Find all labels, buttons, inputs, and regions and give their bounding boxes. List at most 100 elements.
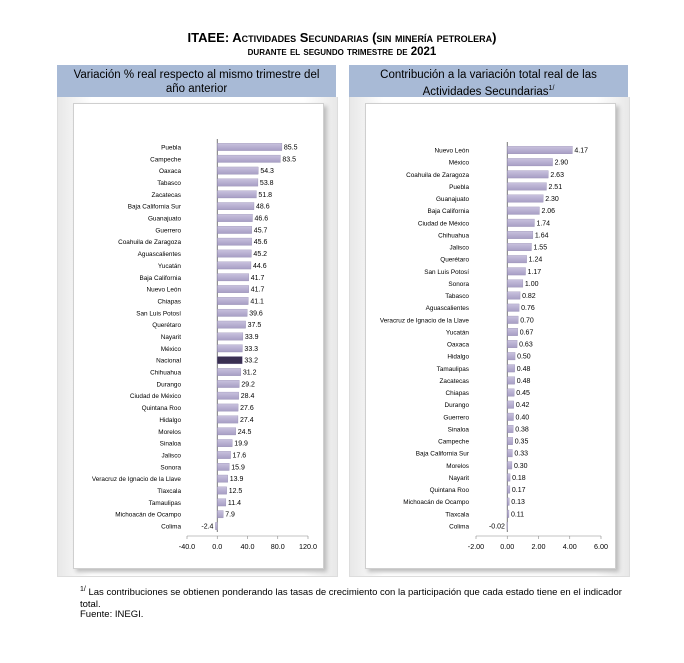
category-label: Sinaloa [160,441,182,448]
category-label: Durango [156,381,181,388]
category-label: Yucatán [446,329,470,336]
category-label: Yucatán [158,263,182,270]
value-label: 53.8 [260,180,274,187]
value-label: 2.06 [541,208,555,215]
footnote-text: Las contribuciones se obtienen ponderand… [80,587,622,611]
value-label: 2.51 [548,184,562,191]
bar-aguascalientes [217,249,252,258]
bar-veracruz-de-ignacio-de-la-llave [507,315,519,324]
category-label: Ciudad de México [418,220,470,227]
bar-tlaxcala [507,509,510,518]
category-label: Quintana Roo [142,405,182,412]
value-label: 45.7 [254,227,268,234]
category-label: Quintana Roo [430,487,470,494]
value-label: 17.6 [233,452,247,459]
left-chart-frame: Puebla 85.5 Campeche 83.5 Oaxaca 54.3 Tabasco 5… [73,103,324,569]
category-label: Nacional [156,358,181,365]
category-label: Campeche [438,439,469,446]
bar-san-luis-potosí [507,267,526,276]
source-note: Fuente: INEGI. [80,609,144,620]
value-label: 0.17 [512,487,526,494]
x-tick-label: 0.00 [500,542,514,551]
bar-quintana-roo [217,403,239,412]
value-label: 0.48 [517,378,531,385]
bar-tabasco [217,178,259,187]
bar-durango [217,380,240,388]
bar-nuevo-león [507,146,573,154]
right-panel-header-footnote-mark: 1/ [548,85,555,92]
value-label: 48.6 [256,204,270,211]
right-bar-chart: Nuevo León 4.17 México 2.90 Coahuila de Zara… [380,142,608,551]
category-label: Jalisco [161,452,181,459]
category-label: Michoacán de Ocampo [403,499,469,506]
category-label: Campeche [150,156,181,163]
bar-campeche [507,437,513,445]
bar-chihuahua [507,231,534,239]
bar-michoacán-de-ocampo [217,510,224,519]
x-tick-label: -40.0 [179,542,195,551]
bar-yucatán [217,261,252,270]
bar-puebla [507,182,547,191]
value-label: 24.5 [238,429,252,436]
category-label: Baja California [427,208,469,215]
category-label: Morelos [158,429,181,436]
bar-tamaulipas [217,498,227,507]
bar-coahuila-de-zaragoza [217,237,252,246]
category-label: Puebla [161,144,181,151]
category-label: Nayarit [161,334,181,341]
category-label: Chihuahua [438,232,469,239]
bar-san-luis-potosí [217,308,248,317]
value-label: 0.38 [515,426,529,433]
bar-tlaxcala [217,486,227,495]
x-tick-label: 2.00 [532,542,546,551]
x-tick-label: 0.0 [212,542,222,551]
chart-title-line2: durante el segundo trimestre de 2021 [247,46,437,58]
category-label: Querétaro [440,257,469,264]
value-label: 0.13 [511,499,525,506]
bar-coahuila-de-zaragoza [507,170,549,179]
left-panel-header: Variación % real respecto al mismo trime… [57,65,336,97]
right-panel-header-text: Contribución a la variación total real d… [380,69,597,98]
bar-tabasco [507,291,521,300]
value-label: 37.5 [248,322,262,329]
category-label: Zacatecas [152,192,181,199]
bar-guerrero [217,226,252,234]
bar-guanajuato [217,214,253,222]
value-label: 33.2 [244,358,258,365]
value-label: 33.3 [244,346,258,353]
value-label: 1.55 [533,245,547,252]
right-panel-header: Contribución a la variación total real d… [349,65,628,98]
category-label: Jalisco [449,245,469,252]
bar-baja-california [507,206,540,215]
bar-aguascalientes [507,303,520,312]
bar-querétaro [217,320,246,329]
category-label: México [161,346,182,353]
value-label: 0.35 [515,439,529,446]
value-label: -2.4 [201,524,213,531]
value-label: 45.6 [254,239,268,246]
category-label: Chihuahua [150,370,181,377]
chart-title-line1: ITAEE: Actividades Secundarias (sin mine… [187,30,497,45]
category-label: Michoacán de Ocampo [115,512,181,519]
x-tick-label: 40.0 [241,542,255,551]
bar-zacatecas [217,190,257,199]
category-label: Coahuila de Zaragoza [118,239,181,246]
category-label: Sonora [448,281,469,288]
bar-morelos [507,461,513,470]
category-label: Veracruz de Ignacio de la Llave [380,317,470,324]
bar-hidalgo [507,352,516,361]
x-tick-label: 4.00 [563,542,577,551]
category-label: Guerrero [155,227,181,234]
value-label: 45.2 [253,251,267,258]
value-label: 12.5 [229,488,243,495]
value-label: 0.18 [512,475,526,482]
value-label: 33.9 [245,334,259,341]
category-label: Veracruz de Ignacio de la Llave [92,476,182,483]
bar-nayarit [507,473,511,482]
category-label: Hidalgo [447,354,469,361]
value-label: 1.24 [529,257,543,264]
category-label: Tlaxcala [445,511,469,518]
value-label: 0.40 [516,414,530,421]
bar-sinaloa [217,439,233,447]
bar-ciudad-de-méxico [217,391,239,400]
